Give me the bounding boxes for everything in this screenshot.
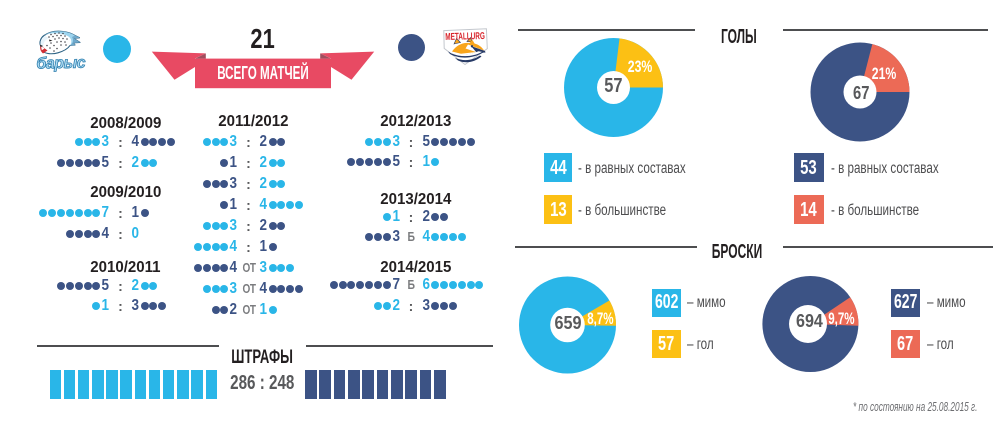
- svg-text:METALLURG: METALLURG: [445, 31, 485, 43]
- svg-text:барыс: барыс: [36, 55, 86, 73]
